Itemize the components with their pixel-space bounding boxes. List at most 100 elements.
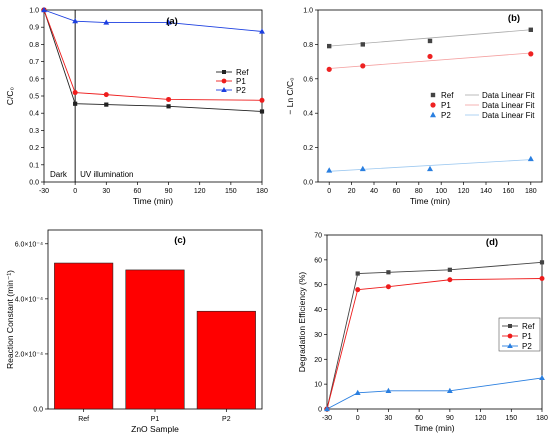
x-tick-label: 150	[225, 188, 237, 195]
data-point	[539, 374, 545, 381]
x-tick-label: 120	[194, 188, 206, 195]
annotation-dark: Dark	[50, 170, 68, 179]
y-axis-label: C/C₀	[5, 86, 15, 105]
data-point	[385, 387, 392, 393]
category-label: P1	[151, 416, 160, 423]
data-point	[166, 96, 172, 102]
legend-marker	[507, 333, 513, 339]
data-point	[447, 267, 452, 272]
legend-marker	[507, 343, 513, 348]
plot-frame	[43, 9, 263, 183]
legend-marker	[430, 111, 436, 118]
series-line	[43, 9, 263, 101]
panel-label: (a)	[166, 16, 178, 27]
series-p2	[326, 155, 534, 173]
x-tick-label: 90	[446, 415, 454, 422]
data-point	[527, 155, 534, 162]
x-axis-label: Time (min)	[414, 423, 454, 433]
legend-fit-label: Data Linear Fit	[482, 91, 535, 100]
plot-frame	[326, 234, 543, 410]
data-point	[326, 66, 332, 72]
x-tick-label: -30	[322, 415, 332, 422]
data-point	[446, 387, 453, 393]
legend-entry: Ref	[441, 91, 454, 100]
y-tick-label: 10	[314, 382, 322, 389]
y-tick-label: 2.0×10⁻⁴	[15, 351, 43, 358]
data-point	[360, 42, 365, 47]
x-axis-label: Time (min)	[133, 196, 173, 206]
x-tick-label: 60	[134, 188, 142, 195]
x-tick-label: 30	[385, 415, 393, 422]
legend-entry: P1	[236, 77, 246, 86]
y-tick-label: 6.0×10⁻⁴	[15, 241, 43, 248]
y-axis-label: Degradation Efficiency (%)	[297, 272, 307, 373]
legend-fit-label: Data Linear Fit	[482, 101, 535, 110]
data-point	[327, 43, 332, 49]
y-tick-label: 1.0	[303, 8, 313, 15]
series-line	[43, 9, 263, 32]
y-tick-label: 30	[314, 332, 322, 339]
y-tick-label: 0.5	[29, 94, 39, 101]
data-point	[355, 287, 361, 293]
annotation-uv: UV illumination	[80, 170, 133, 179]
x-tick-label: 90	[165, 188, 173, 195]
y-tick-label: 0.6	[29, 76, 39, 83]
legend-marker	[430, 102, 436, 108]
x-tick-label: 40	[370, 188, 378, 195]
data-point	[386, 270, 391, 275]
legend-marker	[222, 70, 226, 74]
x-tick-label: 180	[256, 188, 268, 195]
y-tick-label: 0.7	[29, 59, 39, 66]
legend-marker	[430, 92, 436, 98]
x-tick-label: 160	[503, 188, 515, 195]
x-tick-label: 30	[102, 188, 110, 195]
legend-box	[498, 317, 541, 352]
data-point	[528, 27, 533, 32]
data-point	[104, 102, 109, 107]
data-point	[539, 276, 545, 281]
x-tick-label: 140	[480, 188, 492, 195]
y-axis-label: Reaction Constant (min⁻¹)	[5, 270, 15, 369]
data-point	[165, 19, 172, 25]
legend-entry: P1	[441, 101, 451, 110]
category-label: P2	[222, 416, 231, 423]
data-point	[103, 19, 110, 25]
y-tick-label: 4.0×10⁻⁴	[15, 296, 43, 303]
panel-label: (c)	[174, 235, 186, 246]
plot-frame	[317, 9, 543, 183]
y-tick-label: 0.4	[303, 111, 313, 118]
data-point	[528, 51, 534, 57]
data-point	[326, 167, 333, 173]
y-tick-label: 0.3	[29, 128, 39, 135]
data-point	[355, 271, 360, 276]
x-tick-label: 0	[327, 188, 331, 195]
x-tick-label: -30	[39, 188, 49, 195]
x-tick-label: 120	[458, 188, 470, 195]
y-tick-label: 60	[314, 257, 322, 264]
y-tick-label: 0.6	[303, 76, 313, 83]
legend-entry: P2	[236, 86, 246, 95]
panel-label: (d)	[486, 237, 498, 248]
y-tick-label: 0.0	[33, 407, 43, 414]
y-tick-label: 0.0	[29, 180, 39, 187]
data-point	[447, 277, 453, 283]
data-point	[41, 6, 47, 13]
data-point	[259, 97, 265, 103]
data-point	[360, 63, 366, 69]
data-point	[324, 405, 330, 412]
bar-p2	[196, 310, 256, 410]
y-tick-label: 0.0	[303, 180, 313, 187]
legend-entry: Ref	[236, 68, 249, 77]
data-point	[539, 260, 545, 265]
y-tick-label: 0.4	[29, 111, 39, 118]
legend-entry: P2	[522, 342, 532, 351]
data-point	[166, 104, 171, 109]
series-p2	[41, 6, 265, 34]
bar-ref	[54, 262, 114, 410]
x-tick-label: 180	[536, 415, 548, 422]
legend-fit-label: Data Linear Fit	[482, 111, 535, 120]
y-tick-label: 0.9	[29, 25, 39, 32]
y-tick-label: 40	[314, 307, 322, 314]
y-tick-label: 50	[314, 282, 322, 289]
